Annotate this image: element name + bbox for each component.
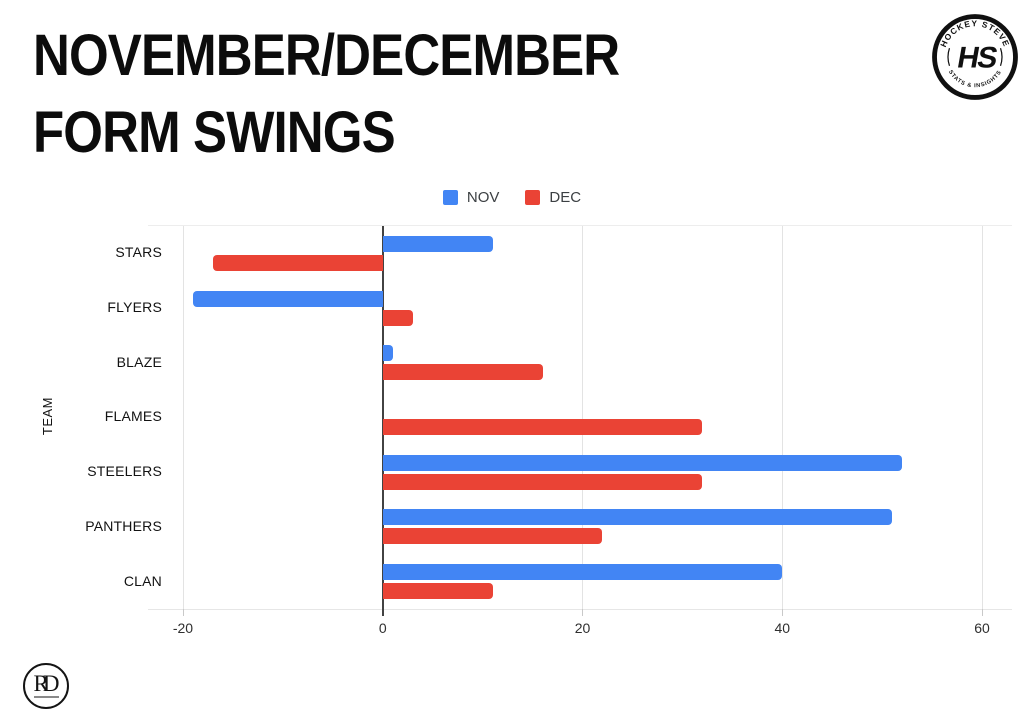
rd-monogram: RD [33, 671, 60, 696]
badge-right-paren-arc [999, 48, 1003, 66]
bar-nov-panthers[interactable] [382, 509, 893, 526]
bar-dec-blaze[interactable] [382, 364, 543, 381]
bar-nov-blaze[interactable] [382, 345, 393, 362]
nov-legend-label: NOV [466, 189, 500, 206]
bar-nov-steelers[interactable] [382, 454, 903, 471]
x-tick-label-40: 40 [774, 620, 791, 636]
page-title-line2: FORM SWINGS [33, 99, 396, 165]
gridline-20 [582, 226, 584, 609]
chart-legend: NOV DEC [0, 189, 1024, 206]
y-label-blaze: BLAZE [116, 353, 162, 370]
bar-dec-clan[interactable] [382, 583, 493, 600]
y-label-panthers: PANTHERS [85, 517, 162, 534]
bar-dec-panthers[interactable] [382, 528, 603, 545]
x-tick-label-60: 60 [974, 620, 990, 636]
y-label-flames: FLAMES [104, 408, 162, 425]
badge-outer-ring [932, 14, 1018, 100]
badge-monogram: HS [955, 42, 999, 75]
hockey-steve-badge-logo: HOCKEY STEVE STATS & INSIGHTS HS [932, 14, 1018, 100]
y-label-stars: STARS [115, 244, 162, 261]
x-tick-label-0: 0 [378, 620, 387, 636]
badge-left-paren-arc [947, 48, 951, 66]
zero-baseline [381, 226, 384, 609]
y-axis-labels: STARS FLYERS BLAZE FLAMES STEELERS PANTHERS CL… [56, 225, 172, 608]
plot-area [148, 225, 1012, 616]
nov-legend-swatch [442, 190, 458, 205]
dec-legend-label: DEC [549, 189, 582, 206]
x-tick-label-20: 20 [574, 620, 591, 636]
y-label-clan: CLAN [123, 572, 162, 589]
bar-dec-flyers[interactable] [382, 309, 413, 326]
axis-tick--20 [182, 609, 184, 616]
rd-micro-text-line [33, 696, 59, 698]
bar-nov-clan[interactable] [382, 564, 783, 581]
axis-tick-0 [381, 609, 384, 616]
bar-nov-flyers[interactable] [192, 290, 383, 307]
axis-tick-60 [982, 609, 984, 616]
axis-tick-20 [582, 609, 584, 616]
gridline--20 [182, 226, 184, 609]
y-label-steelers: STEELERS [87, 463, 162, 480]
legend-item-nov[interactable]: NOV [442, 189, 500, 206]
gridline-40 [782, 226, 784, 609]
y-label-flyers: FLYERS [107, 299, 162, 316]
bar-nov-stars[interactable] [382, 235, 493, 252]
rd-circle-logo: RD [23, 663, 69, 709]
bar-dec-flames[interactable] [382, 419, 703, 435]
gridline-60 [982, 226, 984, 609]
legend-item-dec[interactable]: DEC [525, 189, 581, 206]
bar-dec-stars[interactable] [212, 254, 383, 271]
axis-tick-40 [782, 609, 784, 616]
dec-legend-swatch [525, 190, 541, 205]
bar-dec-steelers[interactable] [382, 473, 703, 490]
page-title: NOVEMBER/DECEMBER FORM SWINGS [33, 18, 620, 171]
page-title-line1: NOVEMBER/DECEMBER [33, 23, 620, 88]
x-axis-labels: -20 0 20 40 60 [148, 620, 1012, 640]
x-tick-label--20: -20 [172, 620, 194, 636]
